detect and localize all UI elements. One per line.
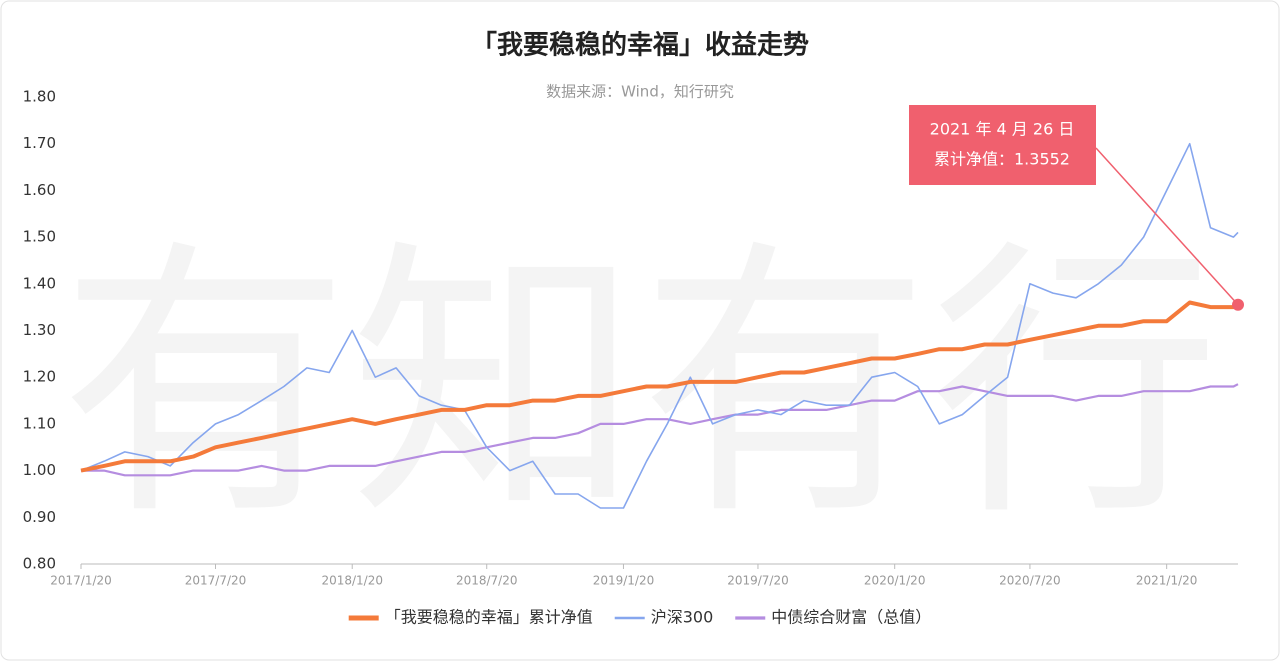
series-line	[81, 383, 1239, 477]
y-tick-label: 1.70	[23, 134, 56, 152]
y-tick-label: 1.50	[23, 228, 56, 246]
y-tick-label: 1.80	[23, 88, 56, 106]
annotation-point	[1232, 298, 1244, 311]
x-tick-label: 2018/7/20	[456, 574, 518, 588]
x-tick-label: 2019/1/20	[593, 574, 655, 588]
series-line	[80, 142, 1239, 509]
x-tick-label: 2018/1/20	[321, 574, 383, 588]
annotation-leader	[1095, 147, 1239, 306]
y-tick-label: 1.00	[23, 461, 56, 479]
y-tick-label: 1.10	[23, 414, 56, 432]
x-tick-label: 2020/7/20	[999, 574, 1061, 588]
y-tick-label: 1.60	[23, 181, 56, 199]
series-line	[80, 300, 1239, 473]
y-tick-label: 1.30	[23, 321, 56, 339]
y-tick-label: 1.40	[23, 274, 56, 292]
legend-label: 沪深300	[651, 608, 714, 627]
legend-label: 中债综合财富（总值）	[771, 608, 931, 627]
chart-subtitle: 数据来源：Wind，知行研究	[546, 83, 734, 101]
annotation-box	[909, 105, 1096, 185]
x-tick-label: 2020/1/20	[864, 574, 926, 588]
x-tick-label: 2019/7/20	[727, 574, 789, 588]
y-tick-label: 0.80	[23, 555, 56, 573]
y-tick-label: 0.90	[23, 508, 56, 526]
legend-label: 「我要稳稳的幸福」累计净值	[385, 608, 593, 627]
x-tick-label: 2017/7/20	[185, 574, 247, 588]
annotation-text: 2021 年 4 月 26 日	[930, 120, 1075, 139]
chart-title: 「我要稳稳的幸福」收益走势	[471, 30, 809, 61]
y-tick-label: 1.20	[23, 368, 56, 386]
annotation-text: 累计净值：1.3552	[934, 150, 1070, 169]
legend: 「我要稳稳的幸福」累计净值 沪深300 中债综合财富（总值）	[348, 608, 931, 627]
x-tick-label: 2021/1/20	[1136, 574, 1198, 588]
watermark: 有知有行	[60, 217, 1220, 554]
x-tick-label: 2017/1/20	[50, 574, 112, 588]
